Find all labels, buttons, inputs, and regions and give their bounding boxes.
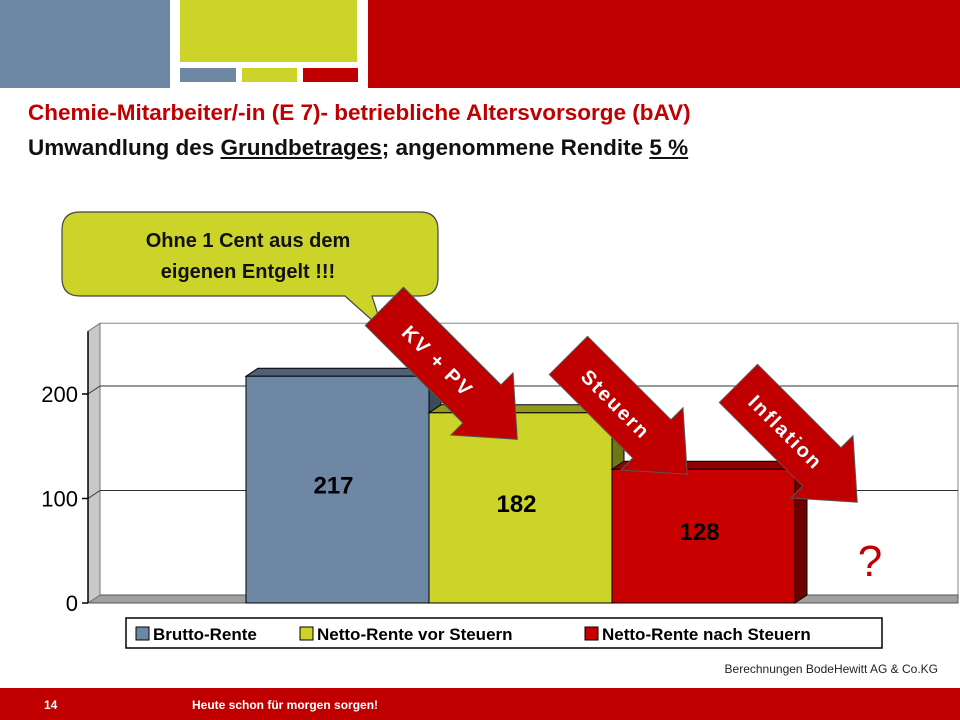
bar	[428, 412, 613, 604]
header-small-lime	[242, 68, 297, 82]
legend-label: Netto-Rente vor Steuern	[317, 625, 513, 644]
gridline-diagonal	[87, 490, 101, 499]
legend-label: Brutto-Rente	[153, 625, 257, 644]
arrow-shape	[548, 335, 688, 475]
y-tick-label: 100	[41, 487, 78, 512]
arrow-shape	[364, 286, 518, 440]
page-subtitle: Umwandlung des Grundbetrages; angenommen…	[28, 135, 689, 160]
header-small-blue	[180, 68, 236, 82]
y-tick-label: 0	[66, 591, 78, 616]
page-number: 14	[44, 698, 58, 712]
header-block-red	[368, 0, 960, 88]
chart-side-wall	[87, 322, 101, 604]
bar-value-label: 128	[679, 519, 719, 546]
bar	[611, 468, 796, 604]
callout-text-line2: eigenen Entgelt !!!	[161, 261, 335, 283]
legend-box	[125, 617, 883, 649]
source-note: Berechnungen BodeHewitt AG & Co.KG	[724, 662, 938, 676]
header-small-red	[303, 68, 358, 82]
legend-swatch	[584, 626, 599, 641]
footer-slogan: Heute schon für morgen sorgen!	[192, 698, 379, 712]
header-block-blue	[0, 0, 170, 88]
bar-value-label: 217	[313, 473, 353, 500]
y-tick-label: 200	[41, 382, 78, 407]
footer-bar	[0, 688, 960, 720]
arrow-shape	[718, 363, 858, 503]
legend-swatch	[299, 626, 314, 641]
page-title: Chemie-Mitarbeiter/-in (E 7)- betrieblic…	[28, 100, 691, 125]
legend-swatch	[135, 626, 150, 641]
gridline-diagonal	[87, 385, 101, 395]
question-mark: ?	[858, 537, 882, 586]
legend-label: Netto-Rente nach Steuern	[602, 625, 811, 644]
callout-text-line1: Ohne 1 Cent aus dem	[146, 230, 351, 252]
header-block-lime	[180, 0, 357, 62]
bar-value-label: 182	[496, 491, 536, 518]
bar	[245, 375, 430, 604]
arrow-kv-pv: KV + PV	[364, 286, 518, 440]
